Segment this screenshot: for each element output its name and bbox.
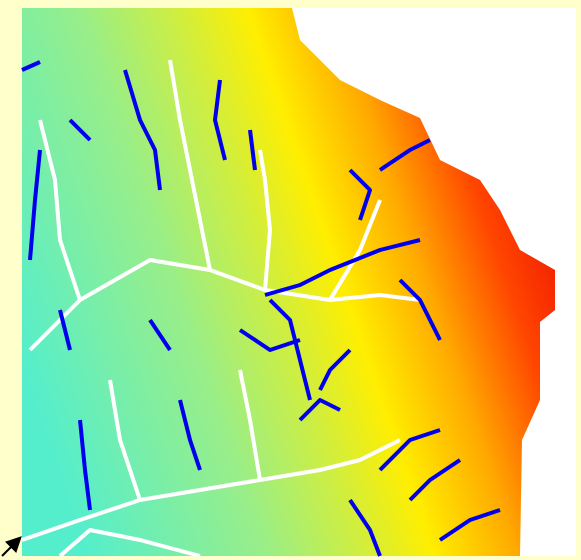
map-view	[0, 0, 581, 560]
page: (() => { const data = JSON.parse(documen…	[0, 0, 581, 560]
pointer-arrow	[2, 539, 19, 556]
